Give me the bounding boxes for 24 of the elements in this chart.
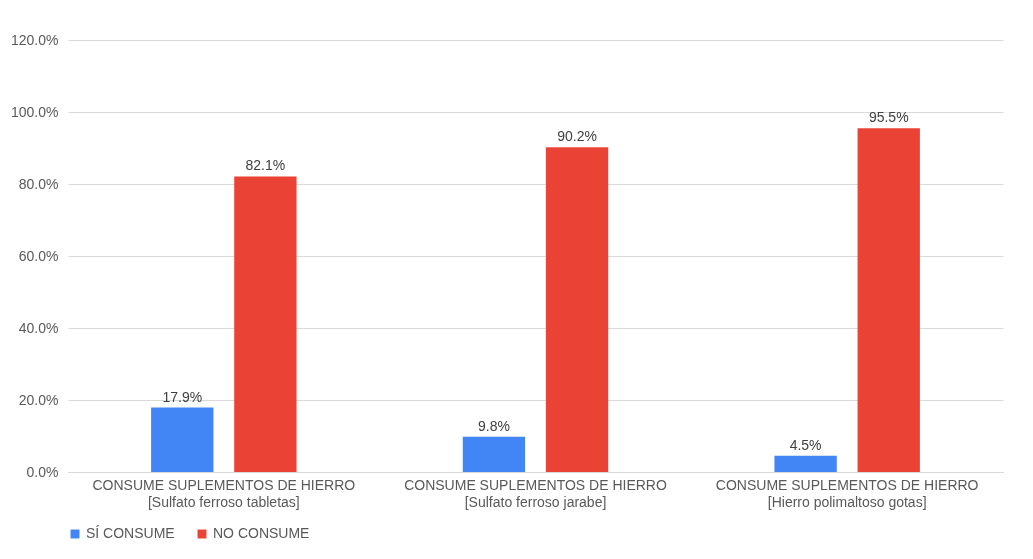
data-label: 95.5%	[868, 109, 909, 126]
legend-label: SÍ CONSUME	[86, 525, 175, 541]
y-tick-label: 60.0%	[18, 247, 59, 264]
y-tick-label: 100.0%	[11, 103, 59, 120]
bar	[462, 436, 526, 472]
y-tick-label: 20.0%	[18, 391, 59, 408]
y-tick-label: 120.0%	[11, 31, 59, 48]
bar	[151, 407, 214, 472]
data-label: 82.1%	[245, 157, 286, 174]
data-label: 4.5%	[789, 436, 822, 453]
x-tick-label: CONSUME SUPLEMENTOS DE HIERRO [Hierro polimaltoso gotas]	[715, 476, 979, 510]
y-tick-label: 80.0%	[18, 175, 59, 192]
x-tick-label: CONSUME SUPLEMENTOS DE HIERRO [Sulfato ferroso jarabe]	[404, 476, 667, 510]
bar	[857, 128, 920, 472]
data-label: 90.2%	[557, 128, 597, 145]
bar	[234, 176, 297, 472]
data-label: 9.8%	[477, 417, 510, 434]
y-tick-label: 0.0%	[26, 463, 59, 480]
legend-label: NO CONSUME	[213, 525, 310, 541]
bar	[545, 147, 609, 472]
x-tick-label: CONSUME SUPLEMENTOS DE HIERRO [Sulfato ferroso tabletas]	[92, 476, 356, 510]
data-label: 17.9%	[162, 388, 203, 405]
bar	[774, 455, 837, 472]
y-tick-label: 40.0%	[18, 319, 59, 336]
